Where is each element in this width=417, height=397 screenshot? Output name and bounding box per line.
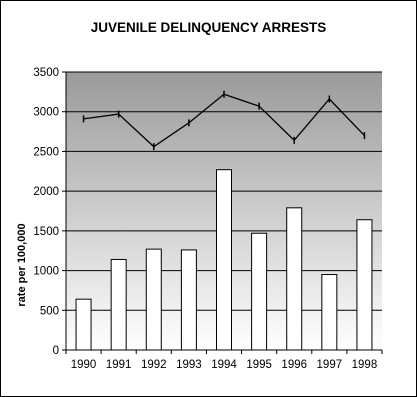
x-tick-label: 1995 [246, 359, 272, 371]
y-tick-label: 3000 [33, 107, 59, 119]
x-tick-label: 1991 [106, 359, 132, 371]
x-tick-label: 1994 [211, 359, 237, 371]
bar [286, 207, 303, 351]
x-tick-label: 1992 [141, 359, 167, 371]
x-tick-label: 1997 [317, 359, 343, 371]
bar [251, 232, 268, 351]
y-tick-label: 500 [40, 305, 59, 317]
x-tick-label: 1993 [176, 359, 202, 371]
bar [75, 298, 92, 351]
bar [110, 258, 127, 351]
x-tick-label: 1990 [71, 359, 97, 371]
x-tick-label: 1998 [352, 359, 378, 371]
y-tick-label: 1000 [33, 266, 59, 278]
bar [180, 249, 197, 351]
bar [321, 274, 338, 351]
bar [356, 219, 373, 351]
x-tick-label: 1996 [281, 359, 307, 371]
bar [216, 169, 232, 351]
y-tick-label: 1500 [33, 226, 59, 238]
y-tick-label: 3500 [33, 67, 59, 79]
chart-title: JUVENILE DELINQUENCY ARRESTS [90, 20, 327, 35]
y-tick-label: 2500 [33, 146, 59, 158]
bar [145, 248, 162, 351]
y-tick-label: 0 [53, 345, 59, 357]
y-tick-label: 2000 [33, 186, 59, 198]
